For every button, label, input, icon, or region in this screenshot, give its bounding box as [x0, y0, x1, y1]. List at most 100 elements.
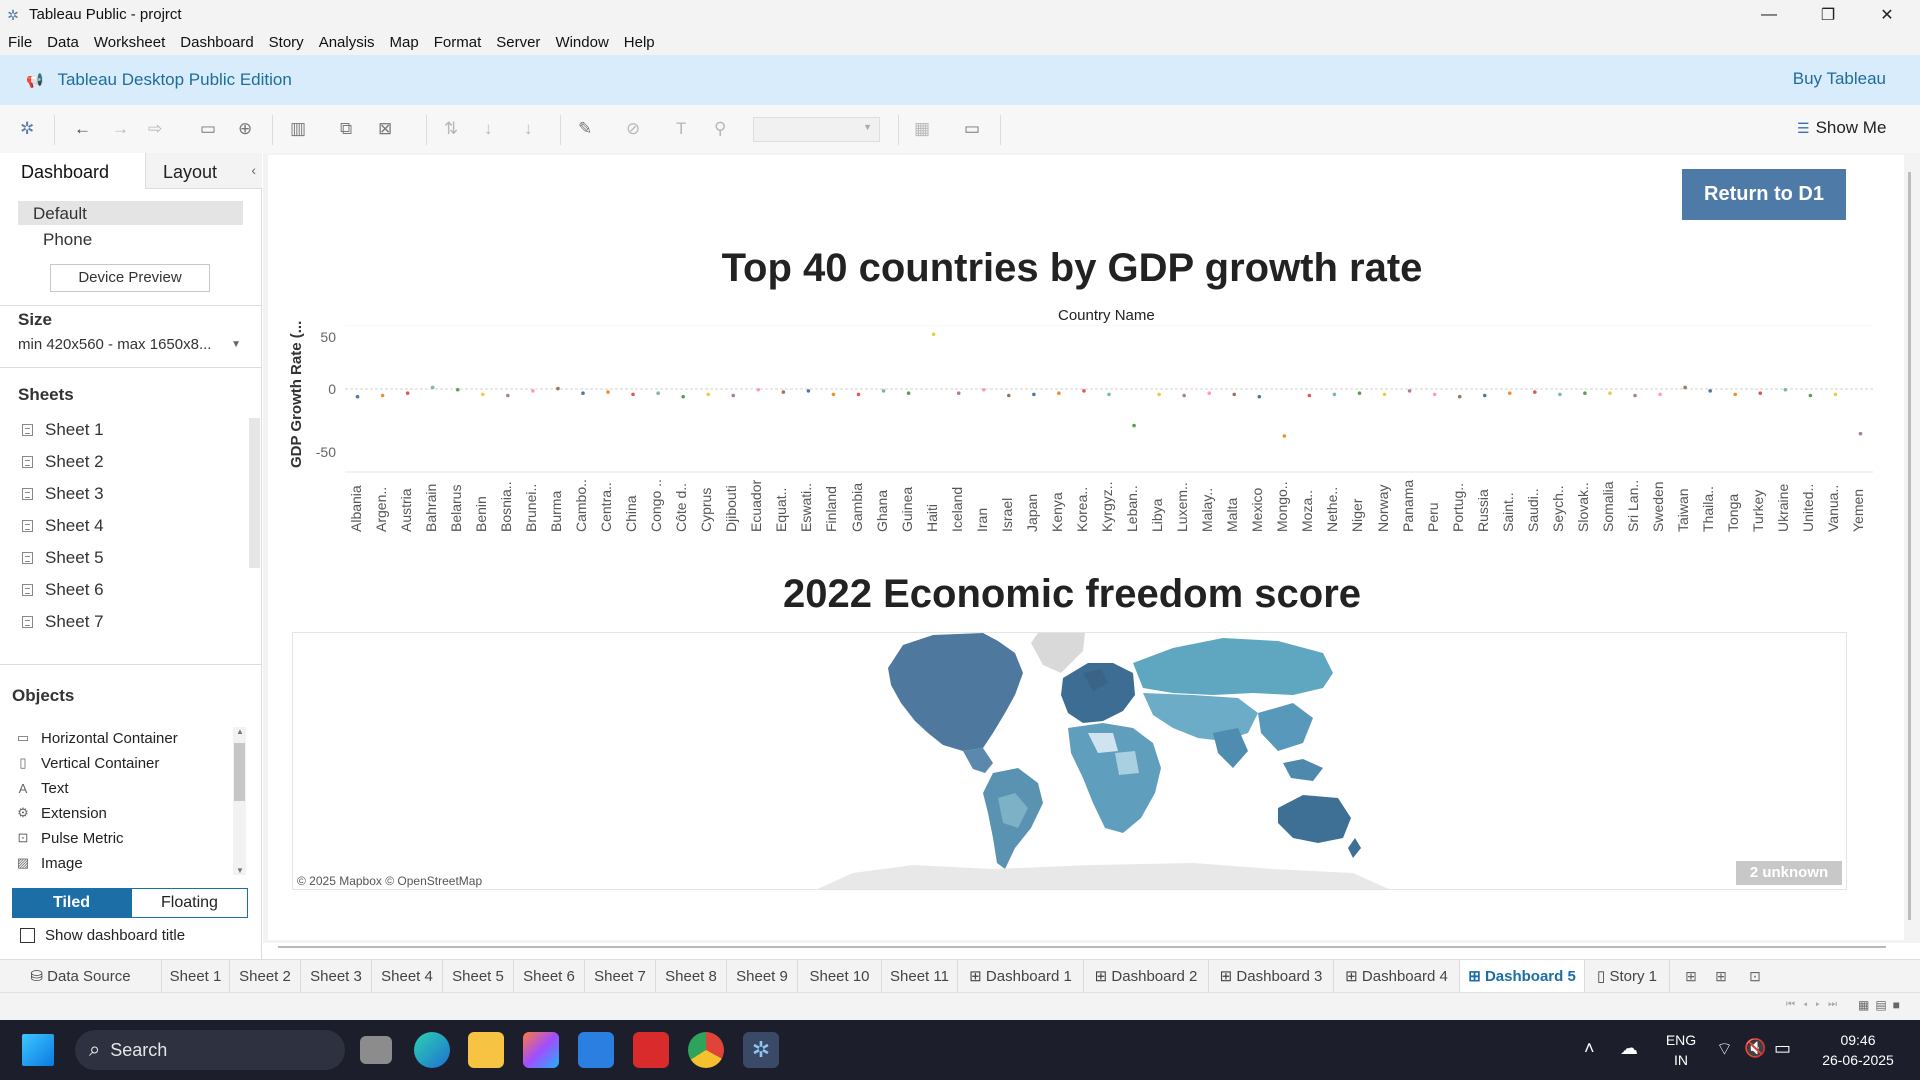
tab-sheet[interactable]: Sheet 5	[443, 960, 514, 993]
data-point[interactable]	[956, 391, 961, 396]
data-point[interactable]	[531, 389, 535, 393]
data-point[interactable]	[1357, 391, 1362, 396]
highlight-icon[interactable]: ✎	[578, 119, 593, 138]
data-point[interactable]	[1432, 392, 1437, 397]
copilot-icon[interactable]	[523, 1032, 559, 1068]
tab-sheet[interactable]: Sheet 6	[514, 960, 585, 993]
data-point[interactable]	[1583, 391, 1587, 396]
data-point[interactable]	[906, 391, 911, 396]
object-image[interactable]: ▨ Image	[15, 852, 83, 874]
new-worksheet-tab-icon[interactable]: ⊞	[1685, 968, 1697, 984]
task-view-icon[interactable]	[360, 1036, 392, 1064]
menu-file[interactable]: File	[8, 33, 33, 51]
sheet-item[interactable]: Sheet 2	[22, 450, 104, 474]
tab-sheet[interactable]: Sheet 2	[230, 960, 301, 993]
horizontal-scrollbar[interactable]	[278, 946, 1886, 948]
menu-window[interactable]: Window	[555, 33, 609, 51]
tab-sheet[interactable]: Sheet 11	[882, 960, 958, 993]
new-worksheet-icon[interactable]: ▥	[290, 119, 307, 138]
data-point[interactable]	[1608, 391, 1612, 396]
object-horizontal-container[interactable]: ▭ Horizontal Container	[15, 727, 178, 749]
data-point[interactable]	[355, 394, 360, 399]
object-vertical-container[interactable]: ▯ Vertical Container	[15, 752, 159, 774]
data-point[interactable]	[1457, 394, 1462, 399]
scroll-thumb[interactable]	[234, 743, 245, 801]
data-point[interactable]	[1658, 392, 1662, 397]
wifi-icon[interactable]: ⌔	[1716, 1039, 1733, 1059]
fix-axes-icon[interactable]: ⚲	[714, 119, 727, 138]
menu-server[interactable]: Server	[496, 33, 541, 51]
data-point[interactable]	[1257, 394, 1262, 399]
group-members-icon[interactable]: ⊘	[626, 119, 641, 138]
data-point[interactable]	[1407, 389, 1412, 393]
data-point[interactable]	[881, 389, 886, 393]
data-point[interactable]	[831, 392, 836, 397]
data-point[interactable]	[1132, 423, 1136, 428]
data-point[interactable]	[480, 392, 485, 397]
new-story-tab-icon[interactable]: ⊡	[1749, 968, 1761, 984]
tab-dashboard[interactable]: ⊞ Dashboard 1	[958, 960, 1084, 993]
data-point[interactable]	[1382, 392, 1387, 397]
show-me-button[interactable]: ☰ Show Me	[1797, 118, 1886, 138]
tab-layout[interactable]: Layout ‹	[145, 153, 262, 189]
tab-dashboard-active[interactable]: ⊞ Dashboard 5	[1460, 960, 1585, 993]
tab-data-source[interactable]: ⛁ Data Source	[0, 960, 162, 993]
object-pulse-metric[interactable]: ⊡ Pulse Metric	[15, 827, 124, 849]
battery-icon[interactable]: ▭	[1774, 1038, 1792, 1058]
presentation-mode-icon[interactable]: ▭	[964, 119, 981, 138]
show-dashboard-title-checkbox[interactable]: Show dashboard title	[20, 927, 185, 944]
data-point[interactable]	[706, 392, 711, 397]
data-point[interactable]	[681, 394, 685, 399]
duplicate-sheet-icon[interactable]: ⧉	[340, 119, 353, 138]
data-point[interactable]	[556, 386, 560, 391]
data-point[interactable]	[581, 391, 585, 396]
data-point[interactable]	[1507, 391, 1512, 396]
data-point[interactable]	[506, 393, 510, 398]
menu-help[interactable]: Help	[623, 33, 655, 51]
data-point[interactable]	[405, 391, 410, 396]
data-point[interactable]	[606, 390, 610, 394]
redo-icon[interactable]: →	[112, 119, 129, 138]
wps-office-icon[interactable]	[633, 1032, 669, 1068]
tab-sheet[interactable]: Sheet 9	[727, 960, 798, 993]
object-extension[interactable]: ⚙ Extension	[15, 802, 107, 824]
close-window-button[interactable]: ✕	[1880, 6, 1894, 24]
tableau-taskbar-icon[interactable]: ✲	[743, 1032, 779, 1068]
data-point[interactable]	[1107, 392, 1111, 397]
data-point[interactable]	[1558, 392, 1562, 397]
object-text[interactable]: A Text	[15, 777, 69, 799]
tab-sheet[interactable]: Sheet 1	[162, 960, 230, 993]
menu-worksheet[interactable]: Worksheet	[93, 33, 166, 51]
minimize-button[interactable]: —	[1761, 5, 1777, 23]
data-point[interactable]	[756, 387, 761, 392]
scroll-down-icon[interactable]: ▼	[236, 866, 244, 875]
sheet-item[interactable]: Sheet 5	[22, 546, 104, 570]
language-indicator[interactable]: ENG IN	[1664, 1030, 1698, 1070]
data-point[interactable]	[731, 393, 736, 398]
return-to-d1-button[interactable]: Return to D1	[1682, 169, 1846, 220]
data-point[interactable]	[656, 391, 660, 396]
data-point[interactable]	[1708, 389, 1712, 393]
windows-start-icon[interactable]	[22, 1034, 54, 1066]
data-point[interactable]	[931, 332, 936, 337]
show-hidden-icons-chevron[interactable]: ˄	[1584, 1038, 1595, 1058]
fit-dropdown[interactable]: ▼	[753, 117, 880, 142]
microsoft-store-icon[interactable]	[578, 1032, 614, 1068]
tab-sheet[interactable]: Sheet 7	[585, 960, 656, 993]
buy-tableau-link[interactable]: Buy Tableau	[1792, 69, 1886, 88]
data-point[interactable]	[806, 389, 811, 393]
sheet-item[interactable]: Sheet 1	[22, 418, 104, 442]
tableau-logo-icon[interactable]: ✲	[20, 119, 35, 138]
replay-icon[interactable]: ⇨	[148, 119, 163, 138]
data-point[interactable]	[380, 393, 385, 398]
data-point[interactable]	[1533, 390, 1537, 394]
menu-dashboard[interactable]: Dashboard	[180, 33, 254, 51]
data-point[interactable]	[1307, 393, 1312, 398]
economic-freedom-map[interactable]	[292, 632, 1847, 890]
tiled-button[interactable]: Tiled	[12, 888, 131, 918]
data-point[interactable]	[1858, 431, 1863, 436]
data-point[interactable]	[1007, 393, 1011, 398]
edge-browser-icon[interactable]	[414, 1032, 450, 1068]
undo-icon[interactable]: ←	[74, 119, 91, 138]
file-explorer-icon[interactable]	[468, 1032, 504, 1068]
